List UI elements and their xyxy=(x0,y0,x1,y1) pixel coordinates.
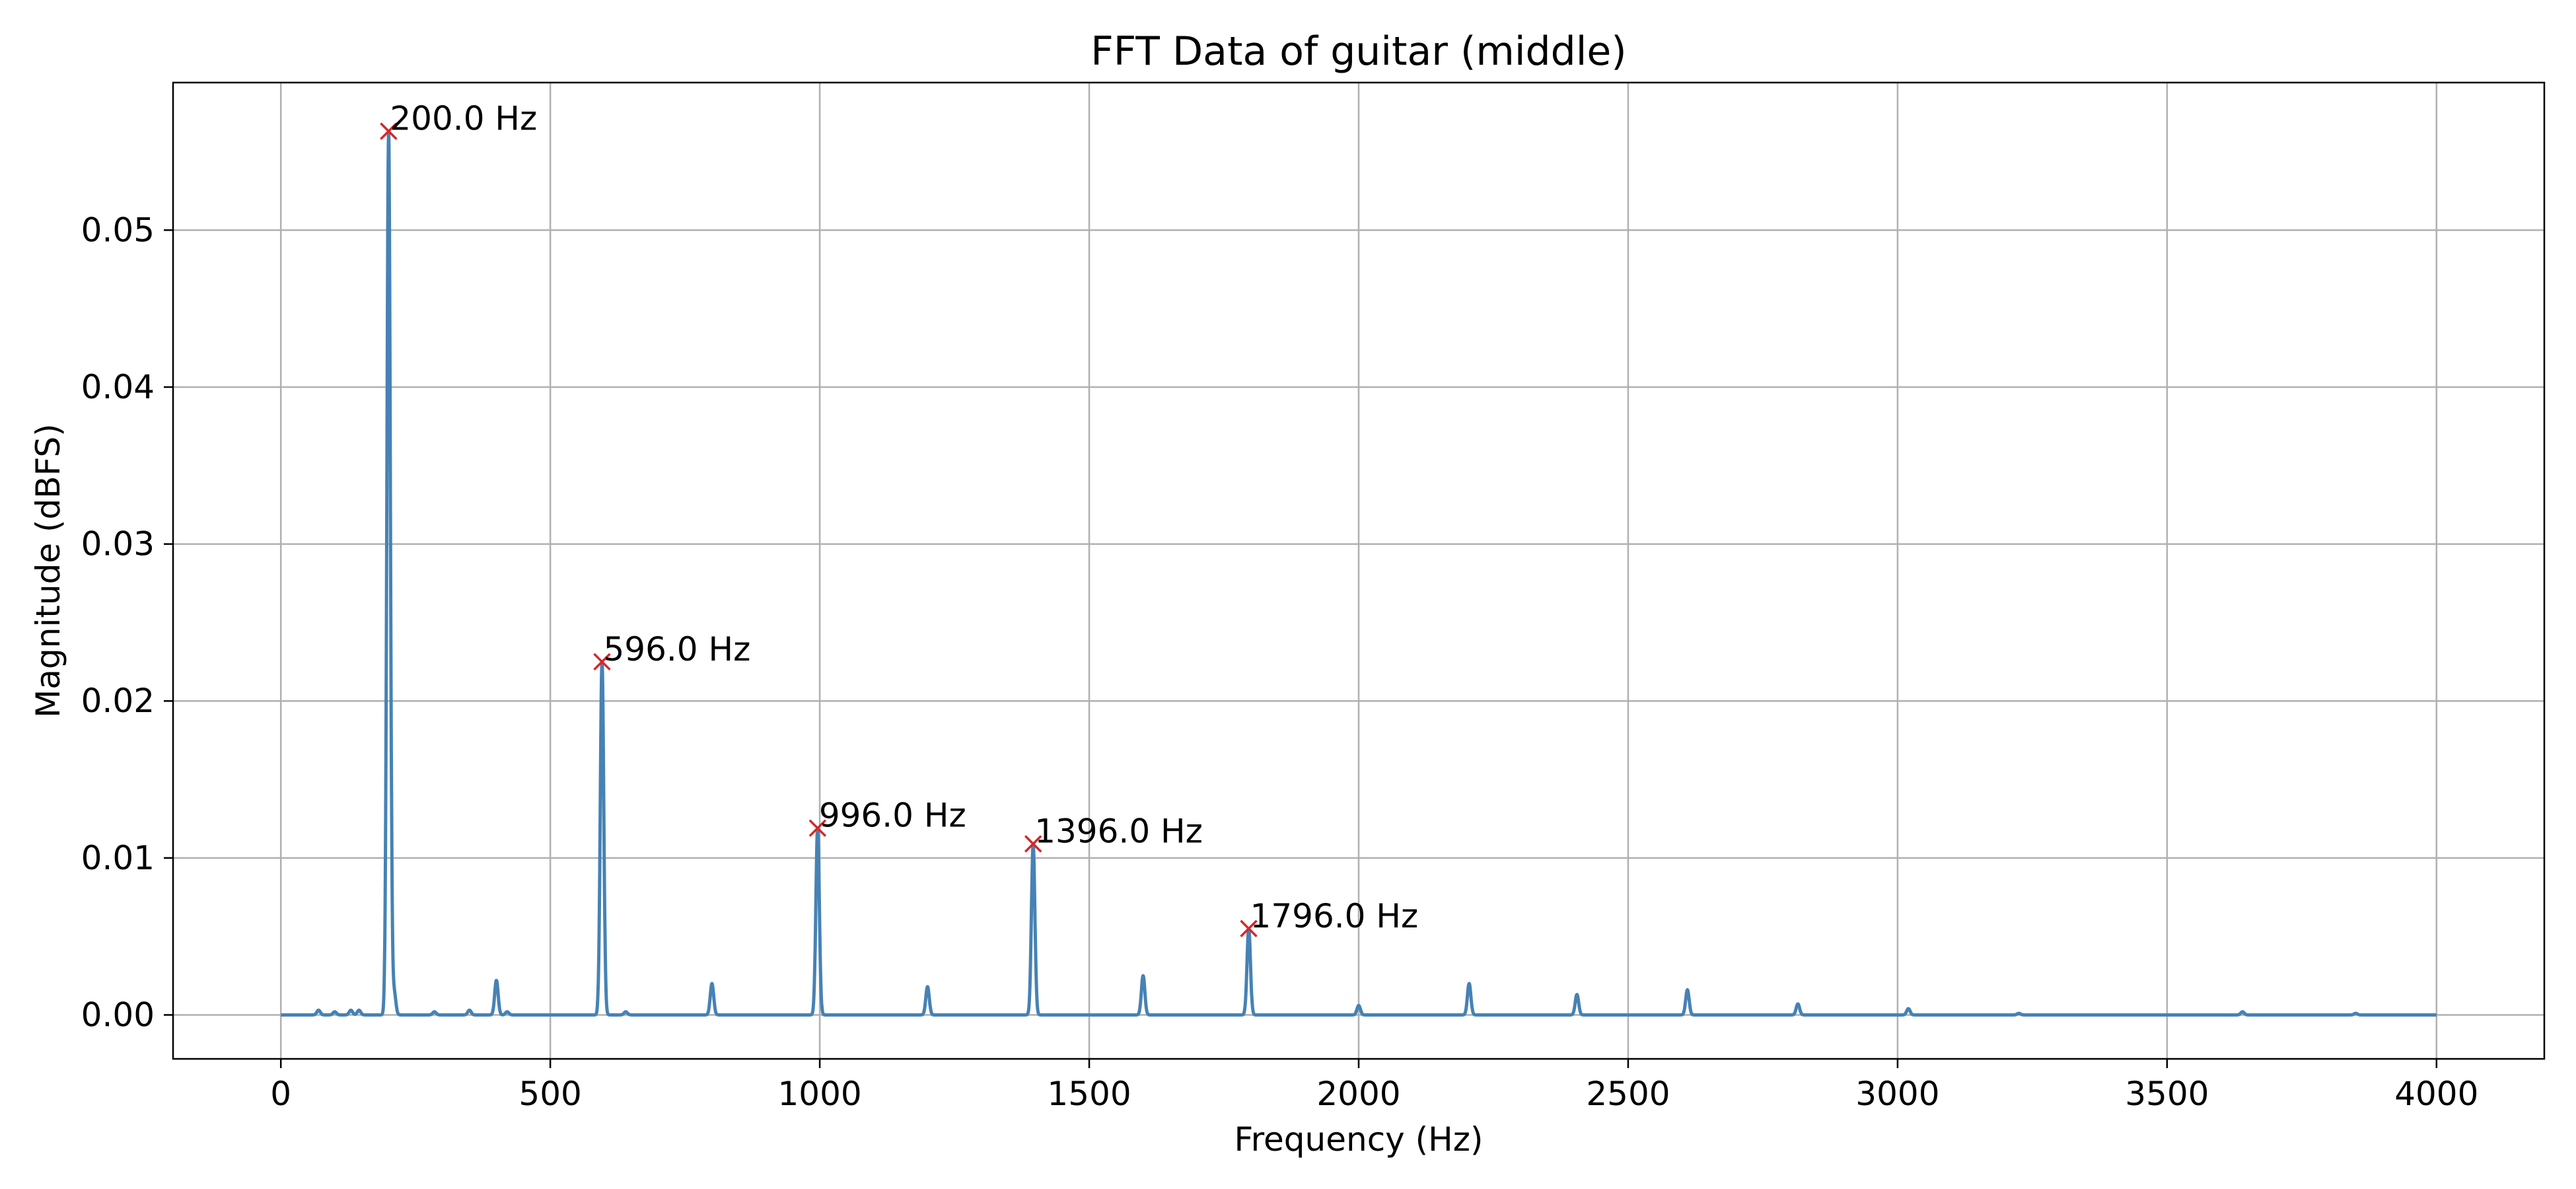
x-tick-label: 0 xyxy=(270,1075,291,1113)
x-tick-label: 4000 xyxy=(2394,1075,2478,1113)
fft-series-line xyxy=(279,129,2438,1017)
y-tick-label: 0.00 xyxy=(81,995,155,1034)
chart-title: FFT Data of guitar (middle) xyxy=(1091,28,1626,75)
y-tick-label: 0.03 xyxy=(81,525,155,563)
peak-marker xyxy=(808,819,827,837)
peak-label: 1396.0 Hz xyxy=(1034,812,1203,850)
peak-label: 200.0 Hz xyxy=(390,100,537,138)
peak-label: 996.0 Hz xyxy=(819,797,966,835)
peak-markers: 200.0 Hz 596.0 Hz 996.0 Hz 1396.0 Hz 1796.0 … xyxy=(380,100,1419,938)
peak-label: 1796.0 Hz xyxy=(1250,897,1419,935)
peak-marker xyxy=(593,653,611,671)
peak-marker xyxy=(380,122,398,140)
y-axis-ticks: 0.00 0.01 0.02 0.03 0.04 0.05 xyxy=(81,211,173,1034)
x-tick-label: 3000 xyxy=(1855,1075,1939,1113)
y-tick-label: 0.01 xyxy=(81,839,155,877)
y-tick-label: 0.05 xyxy=(81,211,155,249)
x-axis-ticks: 0 500 1000 1500 2000 2500 3000 3500 4000 xyxy=(270,1059,2478,1113)
x-tick-label: 500 xyxy=(519,1075,581,1113)
x-tick-label: 2000 xyxy=(1316,1075,1400,1113)
y-axis-label: Magnitude (dBFS) xyxy=(29,423,67,717)
y-tick-label: 0.02 xyxy=(81,682,155,720)
x-tick-label: 3500 xyxy=(2125,1075,2209,1113)
x-tick-label: 1500 xyxy=(1047,1075,1131,1113)
peak-marker xyxy=(1024,835,1042,853)
x-axis-label: Frequency (Hz) xyxy=(1234,1120,1483,1159)
peak-label: 596.0 Hz xyxy=(603,630,750,668)
peak-marker xyxy=(1240,919,1258,938)
y-tick-label: 0.04 xyxy=(81,368,155,406)
x-tick-label: 1000 xyxy=(777,1075,861,1113)
x-tick-label: 2500 xyxy=(1586,1075,1670,1113)
series-layer xyxy=(279,129,2438,1017)
